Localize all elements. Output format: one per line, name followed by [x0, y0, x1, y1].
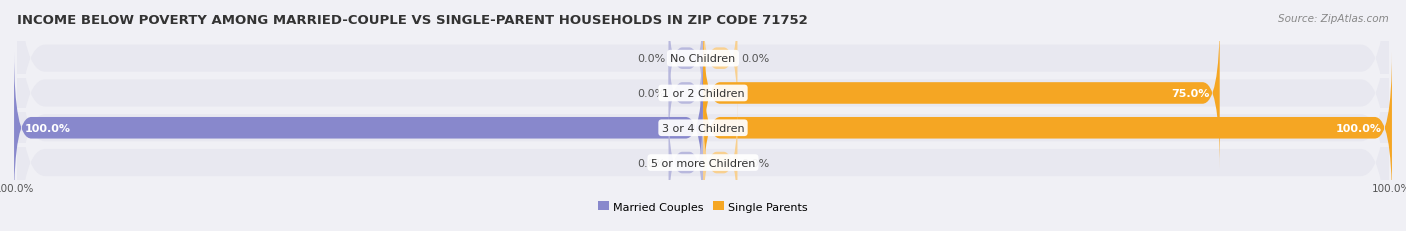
Text: 100.0%: 100.0% [1336, 123, 1382, 133]
FancyBboxPatch shape [17, 0, 1389, 184]
Text: 0.0%: 0.0% [637, 88, 665, 99]
Legend: Married Couples, Single Parents: Married Couples, Single Parents [593, 197, 813, 216]
FancyBboxPatch shape [703, 18, 1219, 170]
Text: 0.0%: 0.0% [637, 158, 665, 168]
FancyBboxPatch shape [669, 35, 703, 152]
FancyBboxPatch shape [703, 104, 738, 221]
FancyBboxPatch shape [703, 52, 1392, 204]
FancyBboxPatch shape [17, 3, 1389, 231]
Text: Source: ZipAtlas.com: Source: ZipAtlas.com [1278, 14, 1389, 24]
Text: 0.0%: 0.0% [637, 54, 665, 64]
Text: 0.0%: 0.0% [741, 158, 769, 168]
FancyBboxPatch shape [17, 38, 1389, 231]
Text: 1 or 2 Children: 1 or 2 Children [662, 88, 744, 99]
Text: 75.0%: 75.0% [1171, 88, 1209, 99]
FancyBboxPatch shape [703, 0, 738, 118]
FancyBboxPatch shape [14, 52, 703, 204]
Text: No Children: No Children [671, 54, 735, 64]
FancyBboxPatch shape [669, 0, 703, 118]
Text: 100.0%: 100.0% [24, 123, 70, 133]
FancyBboxPatch shape [17, 0, 1389, 219]
FancyBboxPatch shape [669, 104, 703, 221]
Text: 0.0%: 0.0% [741, 54, 769, 64]
Text: 3 or 4 Children: 3 or 4 Children [662, 123, 744, 133]
Text: INCOME BELOW POVERTY AMONG MARRIED-COUPLE VS SINGLE-PARENT HOUSEHOLDS IN ZIP COD: INCOME BELOW POVERTY AMONG MARRIED-COUPL… [17, 14, 807, 27]
Text: 5 or more Children: 5 or more Children [651, 158, 755, 168]
